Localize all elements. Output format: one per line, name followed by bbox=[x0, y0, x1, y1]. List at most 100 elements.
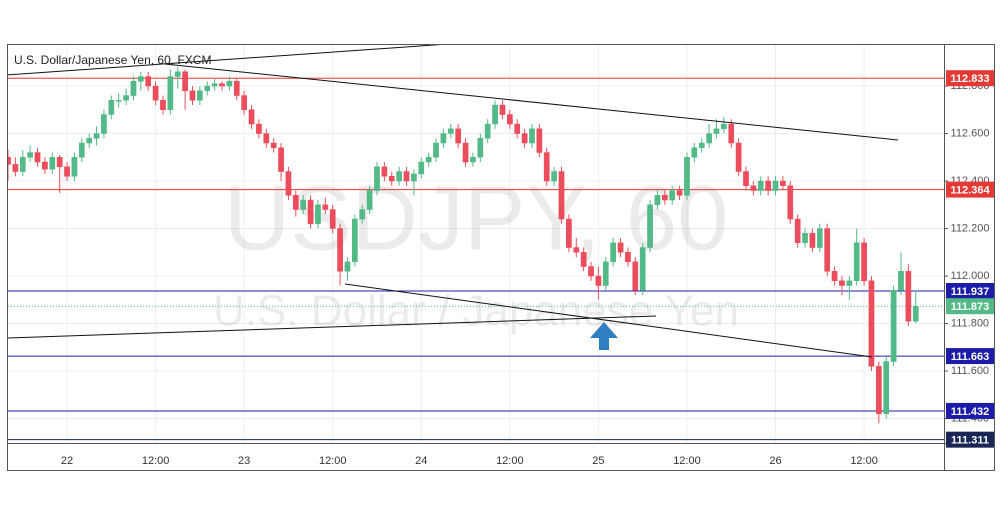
x-tick-label: 12:00 bbox=[673, 455, 701, 467]
x-tick-label: 23 bbox=[238, 455, 250, 467]
candle-body bbox=[403, 171, 410, 182]
candle-body bbox=[499, 104, 506, 115]
candle-body bbox=[566, 218, 572, 248]
candle-body bbox=[337, 228, 343, 272]
candle-body bbox=[278, 147, 284, 172]
candle-body bbox=[440, 133, 447, 144]
candle-body bbox=[411, 173, 417, 182]
candle-body bbox=[344, 261, 351, 272]
candle-body bbox=[27, 152, 33, 158]
price-label-box bbox=[946, 431, 994, 448]
candle-body bbox=[56, 157, 63, 168]
x-tick-label: 25 bbox=[592, 455, 604, 467]
candle-body bbox=[71, 157, 78, 177]
candle-body bbox=[381, 166, 388, 177]
candle-body bbox=[285, 171, 292, 196]
x-tick-label: 12:00 bbox=[496, 455, 524, 467]
candle-body bbox=[506, 114, 513, 125]
candle-body bbox=[647, 204, 653, 248]
candle-body bbox=[536, 128, 543, 153]
price-label-box bbox=[946, 181, 994, 198]
candle-body bbox=[794, 218, 801, 244]
y-tick-label: 112.600 bbox=[951, 127, 990, 139]
candle-body bbox=[706, 133, 712, 144]
candle-body bbox=[890, 290, 897, 362]
price-label-box bbox=[946, 298, 994, 315]
candle-body bbox=[64, 166, 70, 177]
x-tick-label: 24 bbox=[415, 455, 427, 467]
candle-body bbox=[595, 275, 602, 286]
candle-body bbox=[219, 83, 225, 87]
candle-body bbox=[743, 171, 749, 187]
candle-body bbox=[396, 171, 402, 182]
y-tick-label: 111.800 bbox=[951, 317, 989, 329]
trendline bbox=[8, 315, 657, 339]
candle-body bbox=[654, 195, 661, 206]
low-arrow bbox=[590, 322, 618, 350]
candle-body bbox=[425, 157, 432, 163]
candle-body bbox=[816, 228, 823, 248]
candle-body bbox=[226, 81, 233, 87]
candle-body bbox=[8, 157, 11, 165]
candle-body bbox=[123, 95, 129, 101]
candle-body bbox=[462, 142, 469, 163]
watermark: USDJPY, 60 U.S. Dollar / Japanese Yen bbox=[213, 167, 739, 335]
candle-body bbox=[839, 280, 845, 286]
candle-body bbox=[588, 266, 594, 277]
x-tick-label: 12:00 bbox=[850, 455, 878, 467]
candle-body bbox=[93, 133, 100, 139]
candle-body bbox=[735, 142, 742, 172]
candle-body bbox=[366, 190, 373, 210]
candle-body bbox=[182, 71, 188, 92]
candle-body bbox=[256, 123, 262, 134]
candle-body bbox=[174, 71, 181, 77]
candle-body bbox=[669, 190, 676, 201]
candle-body bbox=[514, 123, 521, 134]
candle-body bbox=[263, 133, 270, 144]
candle-body bbox=[875, 366, 882, 415]
price-label: 112.364 bbox=[950, 184, 990, 196]
candle-body bbox=[721, 123, 727, 130]
candle-body bbox=[388, 176, 395, 182]
candle-body bbox=[676, 190, 683, 196]
candle-body bbox=[787, 185, 794, 220]
candle-body bbox=[374, 166, 380, 191]
candle-body bbox=[307, 199, 314, 225]
trendline bbox=[164, 63, 899, 141]
candle-body bbox=[757, 180, 764, 191]
candle-body bbox=[189, 90, 196, 101]
price-label-box bbox=[946, 70, 994, 87]
watermark-name: U.S. Dollar / Japanese Yen bbox=[213, 287, 739, 336]
candle-body bbox=[300, 199, 307, 210]
trendlines bbox=[8, 45, 899, 358]
x-tick-label: 22 bbox=[61, 455, 73, 467]
candle-body bbox=[34, 152, 41, 163]
x-tick-label: 12:00 bbox=[142, 455, 170, 467]
candle-body bbox=[86, 138, 93, 144]
candle-body bbox=[853, 242, 860, 282]
candle-body bbox=[292, 195, 299, 210]
candle-body bbox=[12, 164, 19, 172]
candle-body bbox=[130, 81, 137, 96]
candle-body bbox=[49, 157, 56, 170]
candle-body bbox=[42, 161, 48, 170]
price-label: 111.937 bbox=[951, 286, 990, 298]
candle-body bbox=[78, 142, 85, 158]
candle-body bbox=[115, 100, 122, 102]
candle-body bbox=[684, 157, 690, 196]
candle-body bbox=[108, 100, 115, 115]
candle-body bbox=[772, 180, 779, 191]
candle-body bbox=[868, 280, 875, 367]
candle-body bbox=[580, 252, 587, 267]
candle-body bbox=[167, 76, 174, 111]
candle-body bbox=[145, 76, 152, 87]
candle-body bbox=[617, 242, 624, 253]
candle-body bbox=[433, 142, 439, 158]
candle-body bbox=[698, 142, 705, 149]
candle-body bbox=[248, 109, 255, 125]
candle-body bbox=[204, 85, 211, 92]
candle-body bbox=[824, 228, 831, 272]
chart-title: U.S. Dollar/Japanese Yen, 60, FXCM bbox=[14, 53, 211, 67]
candle-body bbox=[352, 218, 358, 263]
